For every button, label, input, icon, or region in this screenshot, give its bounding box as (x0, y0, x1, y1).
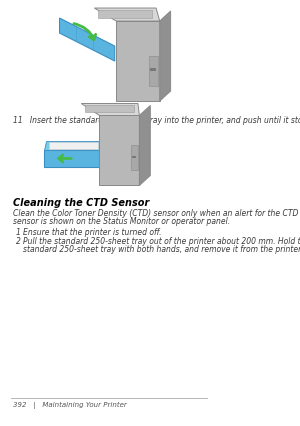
Bar (132, 156, 136, 158)
Text: Pull the standard 250-sheet tray out of the printer about 200 mm. Hold the: Pull the standard 250-sheet tray out of … (23, 237, 300, 246)
Text: 1: 1 (16, 228, 21, 237)
Text: 392   |   Maintaining Your Printer: 392 | Maintaining Your Printer (13, 402, 127, 409)
Text: Ensure that the printer is turned off.: Ensure that the printer is turned off. (23, 228, 162, 237)
Polygon shape (100, 115, 140, 185)
Bar (85, 106, 134, 112)
Polygon shape (81, 104, 140, 115)
Polygon shape (160, 11, 171, 101)
Polygon shape (44, 141, 100, 150)
Text: 2: 2 (16, 237, 21, 246)
Polygon shape (49, 142, 98, 150)
Text: 11   Insert the standard 250-sheet tray into the printer, and push until it stop: 11 Insert the standard 250-sheet tray in… (13, 116, 300, 125)
Polygon shape (116, 21, 160, 101)
Bar (149, 56, 158, 86)
Polygon shape (140, 106, 150, 185)
Text: Cleaning the CTD Sensor: Cleaning the CTD Sensor (13, 198, 149, 208)
Bar (98, 10, 152, 18)
Text: standard 250-sheet tray with both hands, and remove it from the printer.: standard 250-sheet tray with both hands,… (23, 245, 300, 254)
Polygon shape (94, 8, 160, 21)
Text: sensor is shown on the Status Monitor or operator panel.: sensor is shown on the Status Monitor or… (13, 217, 230, 226)
Text: Clean the Color Toner Density (CTD) sensor only when an alert for the CTD: Clean the Color Toner Density (CTD) sens… (13, 209, 298, 218)
Polygon shape (44, 150, 100, 167)
Polygon shape (59, 18, 115, 61)
Bar (150, 68, 156, 71)
Bar (131, 146, 138, 170)
